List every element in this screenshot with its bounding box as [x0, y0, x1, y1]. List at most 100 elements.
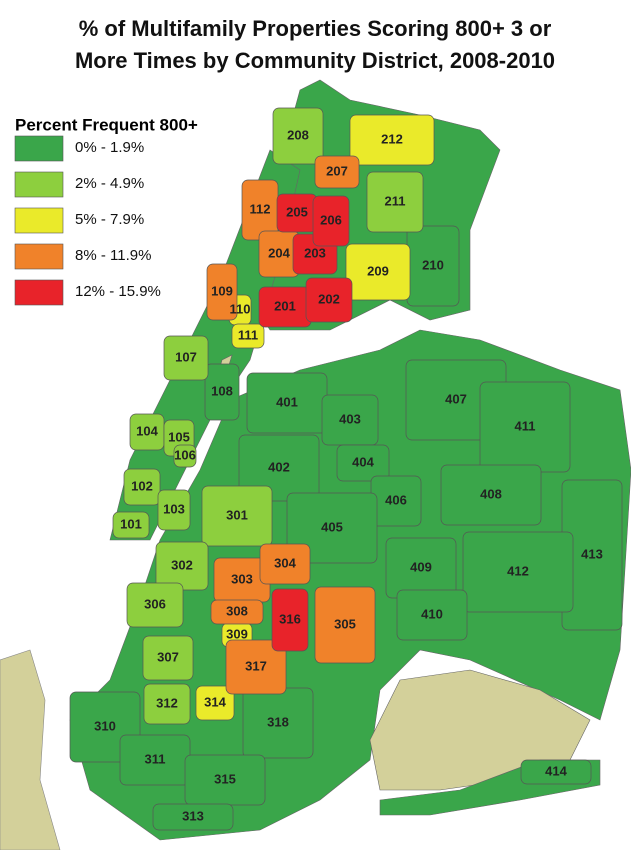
- district-label: 211: [385, 193, 406, 208]
- legend-label: 12% - 15.9%: [75, 283, 161, 300]
- district-label: 404: [352, 454, 374, 469]
- district-label: 317: [245, 658, 267, 673]
- district-area: [204, 363, 240, 421]
- district-label: 104: [136, 423, 158, 438]
- title-line: More Times by Community District, 2008-2…: [75, 48, 555, 73]
- legend-swatch: [14, 171, 64, 198]
- district-label: 207: [326, 163, 348, 178]
- district-label: 318: [267, 714, 289, 729]
- district-label: 212: [381, 131, 403, 146]
- district-area: [314, 586, 376, 664]
- district-area: [201, 485, 273, 547]
- district-label: 413: [581, 546, 603, 561]
- district-label: 408: [480, 486, 502, 501]
- district-area: [259, 543, 311, 585]
- district-area: [366, 171, 424, 233]
- district-label: 407: [445, 391, 467, 406]
- district-label: 202: [318, 291, 340, 306]
- district-area: [520, 759, 592, 785]
- district-area: [238, 434, 320, 502]
- legend-label: 5% - 7.9%: [75, 211, 144, 228]
- district-label: 108: [211, 383, 233, 398]
- district-area: [206, 263, 238, 321]
- district-label: 209: [367, 263, 389, 278]
- district-area: [195, 685, 235, 721]
- district-label: 205: [286, 204, 308, 219]
- district-label: 307: [157, 649, 179, 664]
- district-area: [225, 639, 287, 695]
- district-label: 401: [276, 394, 298, 409]
- district-label: 313: [182, 808, 204, 823]
- district-area: [112, 511, 150, 539]
- district-label: 409: [410, 559, 432, 574]
- district-label: 412: [507, 563, 529, 578]
- district-area: [349, 114, 435, 166]
- legend-swatch: [14, 243, 64, 270]
- legend-swatch: [14, 279, 64, 306]
- district-area: [231, 323, 265, 349]
- district-label: 309: [226, 626, 248, 641]
- district-label: 201: [274, 298, 296, 313]
- district-label: 302: [171, 557, 193, 572]
- district-area: [440, 464, 542, 526]
- district-area: [163, 335, 209, 381]
- district-label: 301: [226, 507, 248, 522]
- district-label: 403: [339, 411, 361, 426]
- district-label: 208: [287, 127, 309, 142]
- district-area: [286, 492, 378, 564]
- district-area: [142, 635, 194, 681]
- district-label: 110: [230, 301, 251, 316]
- district-label: 406: [385, 492, 407, 507]
- district-area: [462, 531, 574, 613]
- district-label: 305: [334, 616, 356, 631]
- district-label: 308: [226, 603, 248, 618]
- district-area: [312, 195, 350, 247]
- district-area: [210, 599, 264, 625]
- district-area: [305, 277, 353, 323]
- district-area: [314, 155, 360, 189]
- district-area: [143, 683, 191, 725]
- district-label: 106: [174, 447, 196, 462]
- district-label: 306: [144, 596, 166, 611]
- legend-title: Percent Frequent 800+: [15, 115, 198, 134]
- district-label: 402: [268, 459, 290, 474]
- district-label: 310: [94, 718, 116, 733]
- districts: 210 108 401 403 407 411 402 404 406 408 405 413 409 4…: [69, 107, 623, 831]
- district-label: 304: [274, 555, 296, 570]
- district-label: 111: [238, 327, 258, 342]
- district-label: 315: [214, 771, 236, 786]
- district-label: 203: [304, 245, 326, 260]
- district-label: 411: [515, 418, 536, 433]
- district-area: [152, 803, 234, 831]
- legend-swatch: [14, 207, 64, 234]
- district-area: [173, 444, 197, 468]
- district-label: 105: [168, 429, 190, 444]
- district-area: [396, 589, 468, 641]
- district-area: [126, 582, 184, 628]
- district-label: 103: [163, 501, 185, 516]
- district-area: [345, 243, 411, 301]
- district-label: 410: [421, 606, 443, 621]
- legend-label: 8% - 11.9%: [75, 247, 151, 264]
- district-label: 107: [175, 349, 197, 364]
- district-label: 101: [120, 516, 142, 531]
- district-area: [271, 588, 309, 652]
- legend-label: 0% - 1.9%: [75, 139, 144, 156]
- district-label: 109: [211, 283, 233, 298]
- district-label: 311: [145, 751, 166, 766]
- district-label: 112: [250, 201, 271, 216]
- district-label: 316: [279, 611, 301, 626]
- district-label: 405: [321, 519, 343, 534]
- district-area: [272, 107, 324, 165]
- district-label: 414: [545, 763, 567, 778]
- district-label: 314: [204, 694, 226, 709]
- district-label: 210: [422, 257, 444, 272]
- title-line: % of Multifamily Properties Scoring 800+…: [79, 16, 552, 41]
- district-area: [123, 468, 161, 506]
- district-area: [336, 444, 390, 482]
- district-label: 204: [268, 245, 290, 260]
- district-label: 102: [131, 478, 153, 493]
- legend-swatch: [14, 135, 64, 162]
